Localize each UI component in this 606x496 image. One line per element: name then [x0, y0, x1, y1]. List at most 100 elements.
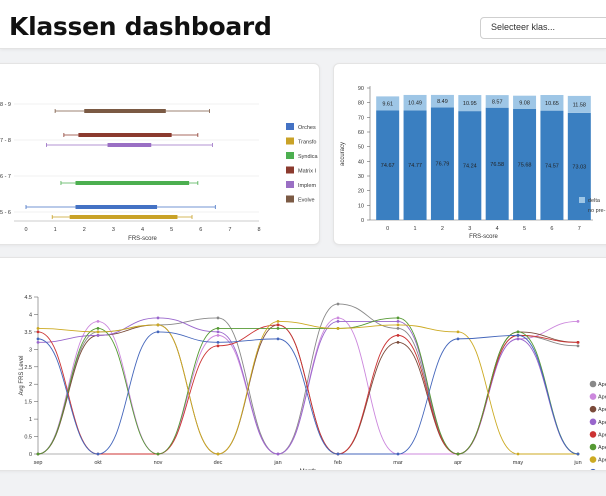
bar-value-label: 76.79 — [436, 162, 450, 168]
legend-swatch — [286, 152, 294, 159]
series-point — [276, 320, 280, 323]
bar-segment-base — [430, 107, 454, 220]
x-tick-label: 8 — [257, 227, 260, 233]
legend-label: no pre- — [588, 208, 606, 214]
legend-label: Implem — [298, 183, 316, 189]
series-point — [36, 327, 40, 330]
bar-delta-label: 8.49 — [437, 99, 448, 105]
series-line — [37, 303, 579, 455]
legend-label: Orches — [298, 125, 316, 131]
series-point — [456, 452, 460, 456]
y-tick-label: 1 — [29, 417, 32, 423]
y-tick-label: 3 — [29, 347, 32, 353]
series-point — [156, 316, 160, 320]
bar-segment-base — [458, 111, 482, 220]
series-point — [396, 340, 400, 344]
avg-frs-line-chart: 0 0.5 1 1.5 2 2.5 3 3.5 4 4.5 sep okt nov dec jan feb ma… — [19, 295, 606, 470]
x-tick-label: 6 — [199, 227, 202, 233]
bar-delta-label: 9.61 — [382, 101, 393, 107]
series-point — [516, 452, 520, 456]
y-tick-label: 0.5 — [24, 435, 32, 441]
x-axis-title: Month — [300, 469, 317, 470]
bar-delta-label: 11.58 — [573, 102, 586, 108]
series-point — [216, 316, 220, 320]
x-tick-label: 2 — [441, 226, 444, 232]
legend-swatch — [589, 393, 597, 400]
legend-swatch — [286, 123, 294, 130]
page-title: Klassen dashboard — [9, 12, 272, 41]
x-tick-label: 6 — [550, 226, 553, 232]
bar-segment-delta — [513, 95, 537, 110]
y-tick-label: 0 — [29, 452, 32, 458]
box-iqr-matrix-i — [78, 133, 172, 137]
bar-segment-delta — [376, 96, 400, 111]
x-tick-label: 7 — [228, 227, 231, 233]
series-point — [276, 452, 280, 456]
legend-label: Ape — [598, 420, 606, 426]
frs-boxplot-chart: 8 - 9 7 - 8 6 - 7 5 - 6 0 1 2 3 4 5 6 7 8 FRS-score Or… — [0, 102, 319, 242]
series-point — [396, 327, 400, 330]
bar-segment-delta — [458, 95, 482, 112]
series-point — [36, 337, 40, 341]
legend-swatch — [589, 380, 597, 388]
legend-label: Evolve — [298, 197, 315, 203]
x-axis-title: FRS-score — [128, 236, 157, 242]
y-tick-label: 20 — [358, 189, 364, 195]
y-tick-label: 4 — [29, 312, 32, 318]
boxplot-card: 8 - 9 7 - 8 6 - 7 5 - 6 0 1 2 3 4 5 6 7 8 FRS-score Or… — [0, 63, 320, 245]
series-point — [336, 327, 340, 330]
y-tick-label: 30 — [358, 174, 364, 180]
x-tick-label: jun — [573, 460, 581, 466]
top-header: Klassen dashboard Selecteer klas... — [0, 0, 606, 49]
bar-value-label: 74.24 — [463, 164, 477, 170]
y-tick-label: 2.5 — [24, 365, 32, 371]
series-point — [276, 323, 280, 327]
legend-label: Ape — [598, 407, 606, 413]
bar-segment-delta — [485, 95, 509, 108]
series-point — [516, 330, 520, 334]
x-tick-label: 1 — [54, 227, 57, 233]
y-tick-label: 4.5 — [24, 295, 32, 301]
bar-value-label: 75.68 — [518, 163, 532, 169]
x-tick-label: sep — [34, 460, 43, 466]
y-tick-label: 90 — [358, 86, 364, 92]
bar-delta-label: 8.57 — [492, 99, 503, 105]
series-point — [336, 316, 340, 320]
bar-segment-base — [485, 107, 509, 220]
series-line — [37, 324, 579, 455]
legend-swatch — [286, 166, 294, 174]
class-select-dropdown[interactable]: Selecteer klas... — [480, 17, 606, 39]
series-point — [156, 452, 160, 456]
legend-label: Ape — [598, 382, 606, 388]
bar-value-label: 73.03 — [572, 164, 586, 170]
legend-label: Ape — [598, 395, 606, 401]
series-point — [216, 333, 220, 337]
legend-swatch — [589, 456, 597, 463]
series-point — [396, 333, 400, 337]
series-point — [396, 320, 400, 323]
series-point — [96, 320, 100, 323]
legend-swatch — [286, 181, 294, 188]
series-point — [216, 340, 220, 344]
legend-swatch — [589, 431, 597, 438]
x-tick-label: dec — [214, 460, 223, 466]
legend-label: Syndica — [298, 154, 319, 160]
y-tick-label: 40 — [358, 159, 364, 165]
x-tick-label: 1 — [414, 226, 417, 232]
series-point — [156, 323, 160, 327]
legend-swatch — [579, 197, 585, 203]
y-tick-label: 60 — [358, 130, 364, 136]
y-axis-title: Avg FRS Level — [19, 356, 25, 396]
legend-swatch — [579, 207, 585, 213]
series-point — [336, 320, 340, 323]
legend-swatch — [589, 418, 597, 426]
legend-label: Ape — [598, 458, 606, 464]
x-tick-label: 5 — [170, 227, 173, 233]
x-tick-label: 5 — [523, 226, 526, 232]
series-point — [216, 344, 220, 348]
series-point — [216, 327, 220, 330]
accuracy-bar-chart: 0 10 20 30 40 50 60 70 80 90 accuracy 74.67 9.61 0 74.… — [340, 86, 606, 240]
x-tick-label: jan — [273, 460, 281, 466]
x-tick-label: nov — [154, 460, 163, 466]
x-tick-label: 0 — [24, 227, 27, 233]
